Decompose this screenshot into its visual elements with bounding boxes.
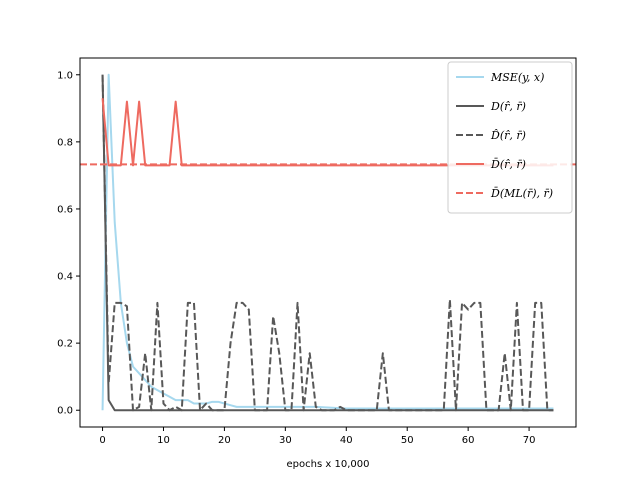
- x-axis-label: epochs x 10,000: [287, 459, 370, 470]
- legend-label: MSE(y, x): [490, 71, 544, 84]
- legend: MSE(y, x) D(r̂, r̄) D̂(r̂, r̄) D̄(r̂, r̄) D̄…: [447, 61, 573, 214]
- x-tick-label: 10: [157, 435, 170, 446]
- legend-label: D(r̂, r̄): [490, 100, 526, 113]
- y-tick-label: 1.0: [57, 70, 73, 81]
- legend-label: D̂(r̂, r̄): [490, 129, 526, 142]
- x-axis-ticks: 0 10 20 30 40 50 60 70: [99, 427, 535, 446]
- y-tick-label: 0.8: [57, 137, 73, 148]
- x-tick-label: 60: [462, 435, 475, 446]
- legend-box: [447, 61, 573, 214]
- x-tick-label: 50: [401, 435, 414, 446]
- x-tick-label: 0: [99, 435, 105, 446]
- legend-label: D̄(r̂, r̄): [490, 158, 526, 171]
- x-tick-label: 40: [340, 435, 353, 446]
- x-tick-label: 70: [523, 435, 536, 446]
- plot-frame: [79, 57, 577, 428]
- y-tick-label: 0.6: [57, 204, 73, 215]
- series-line-1: [101, 73, 554, 411]
- x-tick-label: 20: [218, 435, 231, 446]
- series-line-3: [101, 74, 554, 412]
- y-tick-label: 0.0: [57, 406, 73, 417]
- y-tick-label: 0.4: [57, 272, 73, 283]
- series-line-4: [101, 98, 554, 167]
- x-tick-label: 30: [279, 435, 292, 446]
- y-axis-ticks: 0.0 0.2 0.4 0.6 0.8 1.0: [57, 70, 80, 417]
- legend-label: D̄(ML(r̄), r̄): [490, 187, 553, 200]
- y-tick-label: 0.2: [57, 339, 73, 350]
